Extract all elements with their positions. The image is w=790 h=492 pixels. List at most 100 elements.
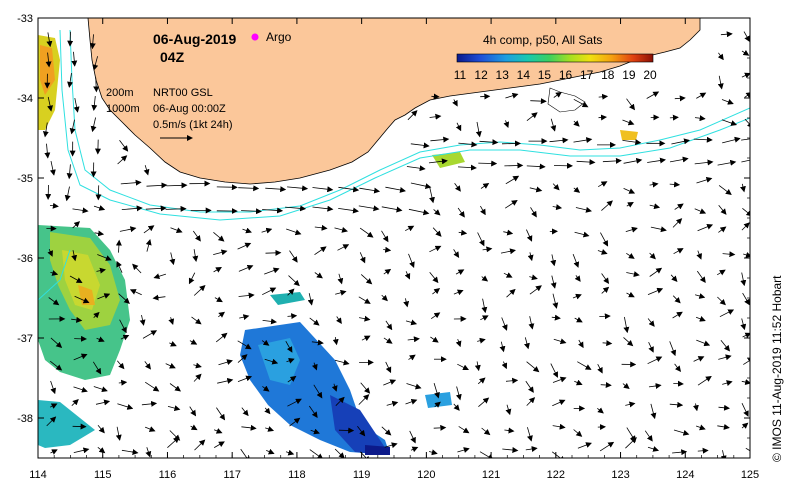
current-arrow (73, 353, 88, 361)
current-arrow (697, 447, 709, 454)
current-arrow (669, 341, 677, 357)
current-arrow (309, 317, 320, 326)
current-arrow (407, 110, 418, 121)
current-arrow (338, 207, 359, 214)
current-arrow (92, 361, 102, 375)
current-arrow (718, 226, 727, 233)
current-arrow (716, 269, 726, 276)
current-arrow (335, 316, 342, 325)
current-arrow (143, 165, 150, 176)
current-arrow (455, 122, 462, 132)
credit-text: © IMOS 11-Aug-2019 11:52 Hobart (770, 275, 784, 462)
current-arrow (192, 249, 199, 262)
current-arrow (574, 231, 590, 238)
current-arrow (383, 379, 397, 386)
current-arrow (577, 339, 584, 349)
current-arrow (240, 448, 251, 458)
current-arrow (650, 403, 657, 420)
current-arrow (144, 381, 160, 392)
current-arrow (218, 311, 225, 318)
current-arrow (670, 274, 678, 282)
x-tick-label: 114 (29, 469, 47, 481)
product-label: NRT00 GSL (153, 87, 213, 99)
current-arrow (169, 340, 177, 347)
current-arrow (573, 98, 589, 108)
x-tick-label: 121 (482, 469, 500, 481)
current-arrow (238, 264, 254, 272)
current-arrow (574, 379, 583, 386)
map-legend: 200m 1000m NRT00 GSL 06-Aug 00:00Z 0.5m/… (106, 87, 232, 141)
current-arrow (458, 141, 478, 148)
current-arrow (289, 250, 298, 263)
current-arrow (529, 274, 538, 281)
current-arrow (129, 289, 142, 296)
current-arrow (97, 446, 106, 454)
current-arrow (338, 186, 360, 193)
current-arrow (239, 314, 250, 321)
current-arrow (286, 357, 295, 364)
current-arrow (505, 404, 512, 416)
current-arrow (385, 320, 393, 331)
current-arrow (262, 318, 277, 325)
current-arrow (237, 375, 253, 382)
current-arrow (577, 361, 592, 370)
current-arrow (383, 337, 393, 344)
current-arrow (455, 338, 462, 348)
current-arrow (718, 185, 732, 196)
current-arrow (674, 203, 684, 210)
current-arrow (410, 182, 432, 190)
current-arrow (237, 340, 252, 350)
current-arrow (67, 31, 74, 47)
vector-scale-label: 0.5m/s (1kt 24h) (153, 119, 232, 131)
current-arrow (433, 209, 441, 216)
current-arrow (525, 446, 538, 452)
current-arrow (506, 288, 516, 298)
current-arrow (552, 423, 566, 430)
current-arrow (64, 186, 71, 202)
current-arrow (477, 377, 486, 385)
current-arrow (192, 230, 201, 242)
current-arrow (452, 99, 458, 107)
current-arrow (360, 274, 373, 285)
current-arrow (577, 442, 592, 449)
current-arrow (193, 285, 206, 296)
current-arrow (697, 375, 712, 386)
current-arrow (165, 362, 176, 369)
current-arrow (73, 98, 80, 113)
map-date: 06-Aug-2019 (153, 31, 236, 47)
current-arrow (501, 317, 508, 331)
colorbar-tick-label: 12 (474, 68, 488, 82)
current-arrow (309, 449, 324, 458)
current-arrow (214, 296, 223, 303)
current-arrow (93, 77, 100, 93)
current-arrow (73, 386, 88, 393)
current-arrow (529, 285, 542, 295)
current-arrow (67, 73, 74, 88)
current-arrow (311, 339, 324, 346)
current-arrow (143, 225, 155, 234)
current-arrow (477, 337, 486, 344)
current-arrow (431, 93, 440, 100)
current-arrow (121, 449, 139, 455)
current-arrow (145, 239, 152, 252)
current-arrow (741, 72, 750, 79)
current-arrow (285, 341, 293, 353)
current-arrow (625, 226, 638, 233)
current-arrow (430, 336, 439, 343)
current-arrow (139, 315, 146, 326)
current-arrow (718, 354, 732, 361)
current-arrow (626, 291, 635, 298)
argo-label: Argo (266, 30, 292, 44)
current-arrow (740, 183, 746, 193)
current-arrow (623, 188, 636, 194)
current-arrow (360, 382, 371, 394)
current-arrow (314, 224, 328, 231)
current-arrow (576, 159, 596, 166)
current-arrow (358, 296, 371, 304)
x-tick-label: 120 (417, 469, 435, 481)
current-arrow (649, 252, 656, 260)
current-arrow (722, 251, 736, 258)
current-arrow (693, 136, 713, 143)
current-arrow (334, 359, 350, 366)
current-arrow (500, 248, 516, 255)
